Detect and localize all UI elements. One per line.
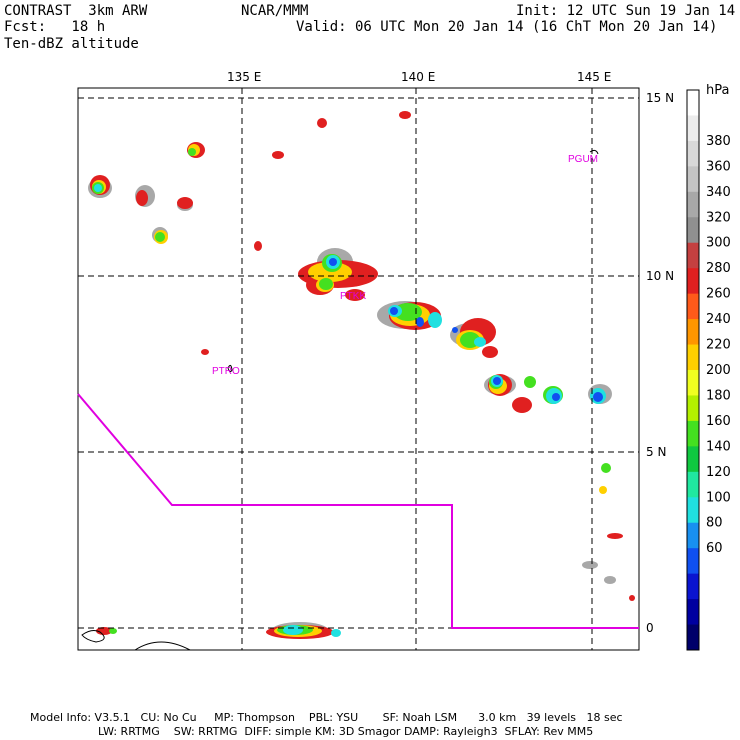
- colorbar-tick-label: 120: [706, 465, 731, 480]
- colorbar-tick-label: 380: [706, 134, 731, 149]
- footer-model-info: Model Info: V3.5.1 CU: No Cu MP: Thompso…: [30, 711, 623, 724]
- station-pgum: PGUM: [568, 154, 598, 165]
- echo-blue: [329, 258, 603, 402]
- colorbar-tick-label: 200: [706, 363, 731, 378]
- colorbar-swatch: [687, 191, 699, 218]
- colorbar-swatch: [687, 370, 699, 396]
- colorbar-swatch: [687, 395, 699, 422]
- colorbar-tick-label: 80: [706, 516, 723, 531]
- colorbar-swatch: [687, 115, 699, 142]
- lon-label-135: 135 E: [227, 70, 261, 84]
- lon-label-145: 145 E: [577, 70, 611, 84]
- colorbar-unit: hPa: [706, 83, 729, 98]
- station-ptro: PTRO: [212, 366, 240, 377]
- colorbar-swatch: [687, 242, 699, 269]
- model-title: CONTRAST 3km ARW: [4, 3, 148, 19]
- colorbar-swatch: [687, 548, 699, 575]
- colorbar-swatch: [687, 420, 699, 447]
- colorbar-swatch: [687, 471, 699, 498]
- colorbar-swatch: [687, 217, 699, 244]
- colorbar-swatch: [687, 599, 699, 626]
- colorbar-tick-label: 100: [706, 490, 731, 505]
- colorbar-tick-label: 280: [706, 261, 731, 276]
- colorbar-tick-label: 340: [706, 185, 731, 200]
- colorbar-tick-label: 360: [706, 159, 731, 174]
- colorbar-swatch: [687, 624, 699, 651]
- lat-label-0: 0: [646, 621, 654, 635]
- colorbar-tick-label: 320: [706, 210, 731, 225]
- colorbar: [686, 89, 700, 651]
- colorbar-swatch: [687, 319, 699, 346]
- colorbar-tick-label: 220: [706, 338, 731, 353]
- forecast-hour: Fcst: 18 h: [4, 19, 106, 35]
- colorbar-swatch: [687, 293, 699, 320]
- colorbar-swatch: [687, 166, 699, 193]
- colorbar-tick-label: 240: [706, 312, 731, 327]
- colorbar-tick-label: 140: [706, 439, 731, 454]
- footer-physics-info: LW: RRTMG SW: RRTMG DIFF: simple KM: 3D …: [98, 725, 594, 738]
- colorbar-tick-label: 60: [706, 541, 723, 556]
- colorbar-labels: 380 360 340 320 300 280 260 240 220 200 180 160 140 1…: [706, 134, 731, 556]
- colorbar-tick-label: 260: [706, 287, 731, 302]
- colorbar-frame: [686, 89, 700, 651]
- lat-label-10: 10 N: [646, 269, 674, 283]
- lon-label-140: 140 E: [401, 70, 435, 84]
- echo-green: [92, 148, 611, 635]
- colorbar-swatch: [687, 268, 699, 295]
- colorbar-tick-label: 160: [706, 414, 731, 429]
- init-time: Init: 12 UTC Sun 19 Jan 14: [516, 3, 736, 19]
- colorbar-swatch: [687, 140, 699, 167]
- coastline: [81, 149, 599, 651]
- colorbar-swatch: [687, 573, 699, 600]
- colorbar-swatch: [687, 522, 699, 549]
- colorbar-swatch: [687, 497, 699, 524]
- valid-time: Valid: 06 UTC Mon 20 Jan 14 (16 ChT Mon …: [296, 19, 718, 35]
- colorbar-tick-label: 300: [706, 236, 731, 251]
- colorbar-swatch: [687, 446, 699, 473]
- lat-lon-grid: [78, 88, 639, 650]
- colorbar-swatch: [687, 344, 699, 371]
- field-name: Ten-dBZ altitude: [4, 36, 139, 52]
- map-frame: [77, 87, 640, 651]
- center-title: NCAR/MMM: [241, 3, 309, 19]
- eez-boundary: [77, 393, 639, 629]
- lat-label-15: 15 N: [646, 91, 674, 105]
- lat-label-5: 5 N: [646, 445, 666, 459]
- station-ptkk: PTKK: [340, 291, 366, 302]
- colorbar-tick-label: 180: [706, 388, 731, 403]
- colorbar-swatch: [687, 90, 699, 116]
